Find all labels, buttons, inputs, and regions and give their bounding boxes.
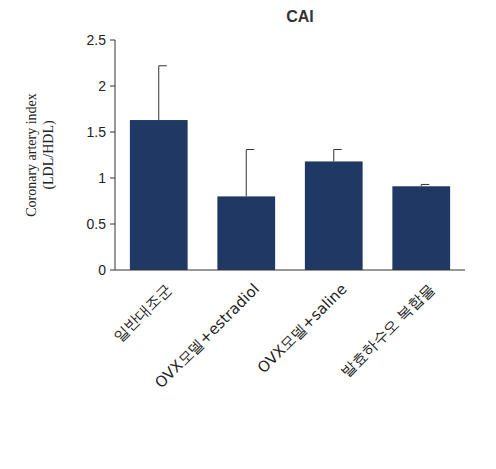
error-cap (159, 65, 167, 66)
error-bar (246, 149, 254, 196)
y-tick-label: 2 (98, 78, 106, 94)
error-cap (246, 149, 254, 150)
y-tick (110, 86, 115, 87)
y-tick (110, 178, 115, 179)
title: CAI (286, 8, 314, 25)
bar (305, 161, 363, 270)
y-tick-label: 0 (98, 262, 106, 278)
y-tick-label: 0.5 (87, 216, 107, 232)
error-cap (421, 184, 429, 185)
y-tick (110, 270, 115, 271)
y-axis-label: Coronary artery index (24, 93, 39, 217)
bar (392, 186, 450, 270)
x-axis (115, 270, 465, 271)
y-axis (115, 40, 116, 270)
chart: CAI Coronary artery index(LDL/HDL) 0 0.5 1 1.… (0, 0, 496, 469)
error-whisker (158, 66, 159, 120)
y-axis-label: (LDL/HDL) (41, 120, 57, 190)
error-bar (159, 66, 167, 120)
y-tick-label: 2.5 (87, 32, 107, 48)
x-tick-label: OVX모델+estradiol (151, 280, 263, 392)
x-tick-label: 일반대조군 (110, 280, 176, 346)
y-tick (110, 224, 115, 225)
y-tick (110, 132, 115, 133)
y-tick (110, 40, 115, 41)
bar (217, 196, 275, 270)
bar (130, 120, 188, 270)
error-whisker (246, 149, 247, 196)
error-bar (421, 184, 429, 186)
x-tick-label: OVX모델+saline (254, 280, 351, 377)
error-whisker (333, 149, 334, 161)
marks (130, 66, 450, 270)
error-cap (334, 149, 342, 150)
y-tick-label: 1 (98, 170, 106, 186)
error-bar (334, 149, 342, 161)
x-tick-label: 발효하수오 복합물 (337, 280, 438, 381)
y-tick-label: 1.5 (87, 124, 107, 140)
